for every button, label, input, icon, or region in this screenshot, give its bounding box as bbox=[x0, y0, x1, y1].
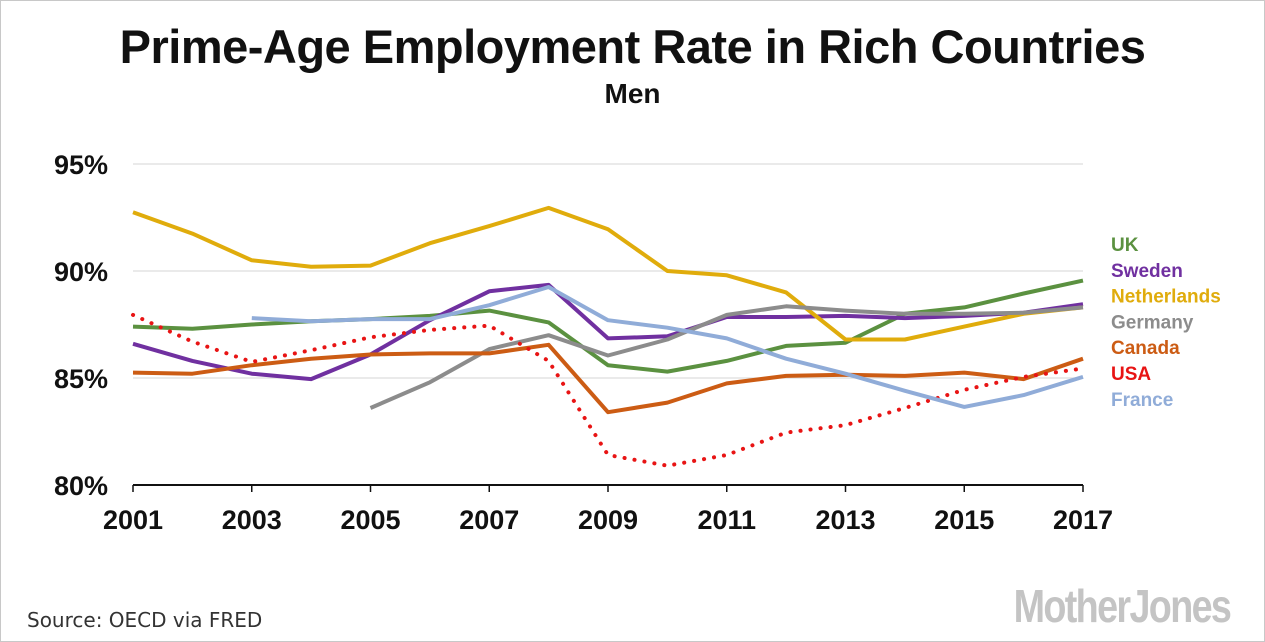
series-line-france bbox=[251, 285, 1084, 409]
source-note: Source: OECD via FRED bbox=[27, 608, 263, 632]
legend-item-germany: Germany bbox=[1111, 312, 1194, 333]
x-tick-label: 2017 bbox=[1053, 505, 1113, 535]
y-tick-label: 80% bbox=[54, 471, 108, 501]
x-tick-label: 2009 bbox=[578, 505, 638, 535]
series-line-sweden bbox=[132, 282, 1084, 382]
series-line-canada bbox=[132, 342, 1084, 415]
legend-item-netherlands: Netherlands bbox=[1111, 287, 1221, 308]
x-tick-label: 2013 bbox=[815, 505, 875, 535]
legend-item-usa: USA bbox=[1111, 364, 1151, 385]
legend-item-uk: UK bbox=[1111, 235, 1139, 256]
legend: UK Sweden Netherlands Germany Canada USA Franc… bbox=[1111, 235, 1221, 411]
x-tick-label: 2011 bbox=[697, 505, 756, 535]
series-lines bbox=[131, 205, 1085, 468]
y-tick-label: 90% bbox=[54, 257, 108, 287]
x-tick-label: 2007 bbox=[459, 505, 519, 535]
legend-item-canada: Canada bbox=[1111, 338, 1180, 359]
x-tick-label: 2005 bbox=[340, 505, 400, 535]
series-line-netherlands bbox=[132, 205, 1084, 342]
y-axis-ticks: 80% 85% 90% 95% bbox=[54, 150, 108, 501]
y-tick-label: 95% bbox=[54, 150, 108, 180]
series-line-uk bbox=[132, 278, 1084, 374]
x-axis-ticks: 2001 2003 2005 2007 2009 2011 2013 2015 2017 bbox=[103, 485, 1113, 535]
mother-jones-logo: MotherJones bbox=[1013, 580, 1231, 632]
chart-title: Prime-Age Employment Rate in Rich Countr… bbox=[119, 20, 1146, 73]
gridlines bbox=[133, 163, 1083, 379]
x-tick-label: 2001 bbox=[103, 505, 163, 535]
x-tick-label: 2003 bbox=[222, 505, 282, 535]
series-line-germany bbox=[369, 304, 1084, 410]
y-tick-label: 85% bbox=[54, 364, 108, 394]
x-tick-label: 2015 bbox=[934, 505, 994, 535]
legend-item-france: France bbox=[1111, 390, 1173, 411]
chart-subtitle: Men bbox=[604, 78, 661, 109]
legend-item-sweden: Sweden bbox=[1111, 261, 1183, 282]
